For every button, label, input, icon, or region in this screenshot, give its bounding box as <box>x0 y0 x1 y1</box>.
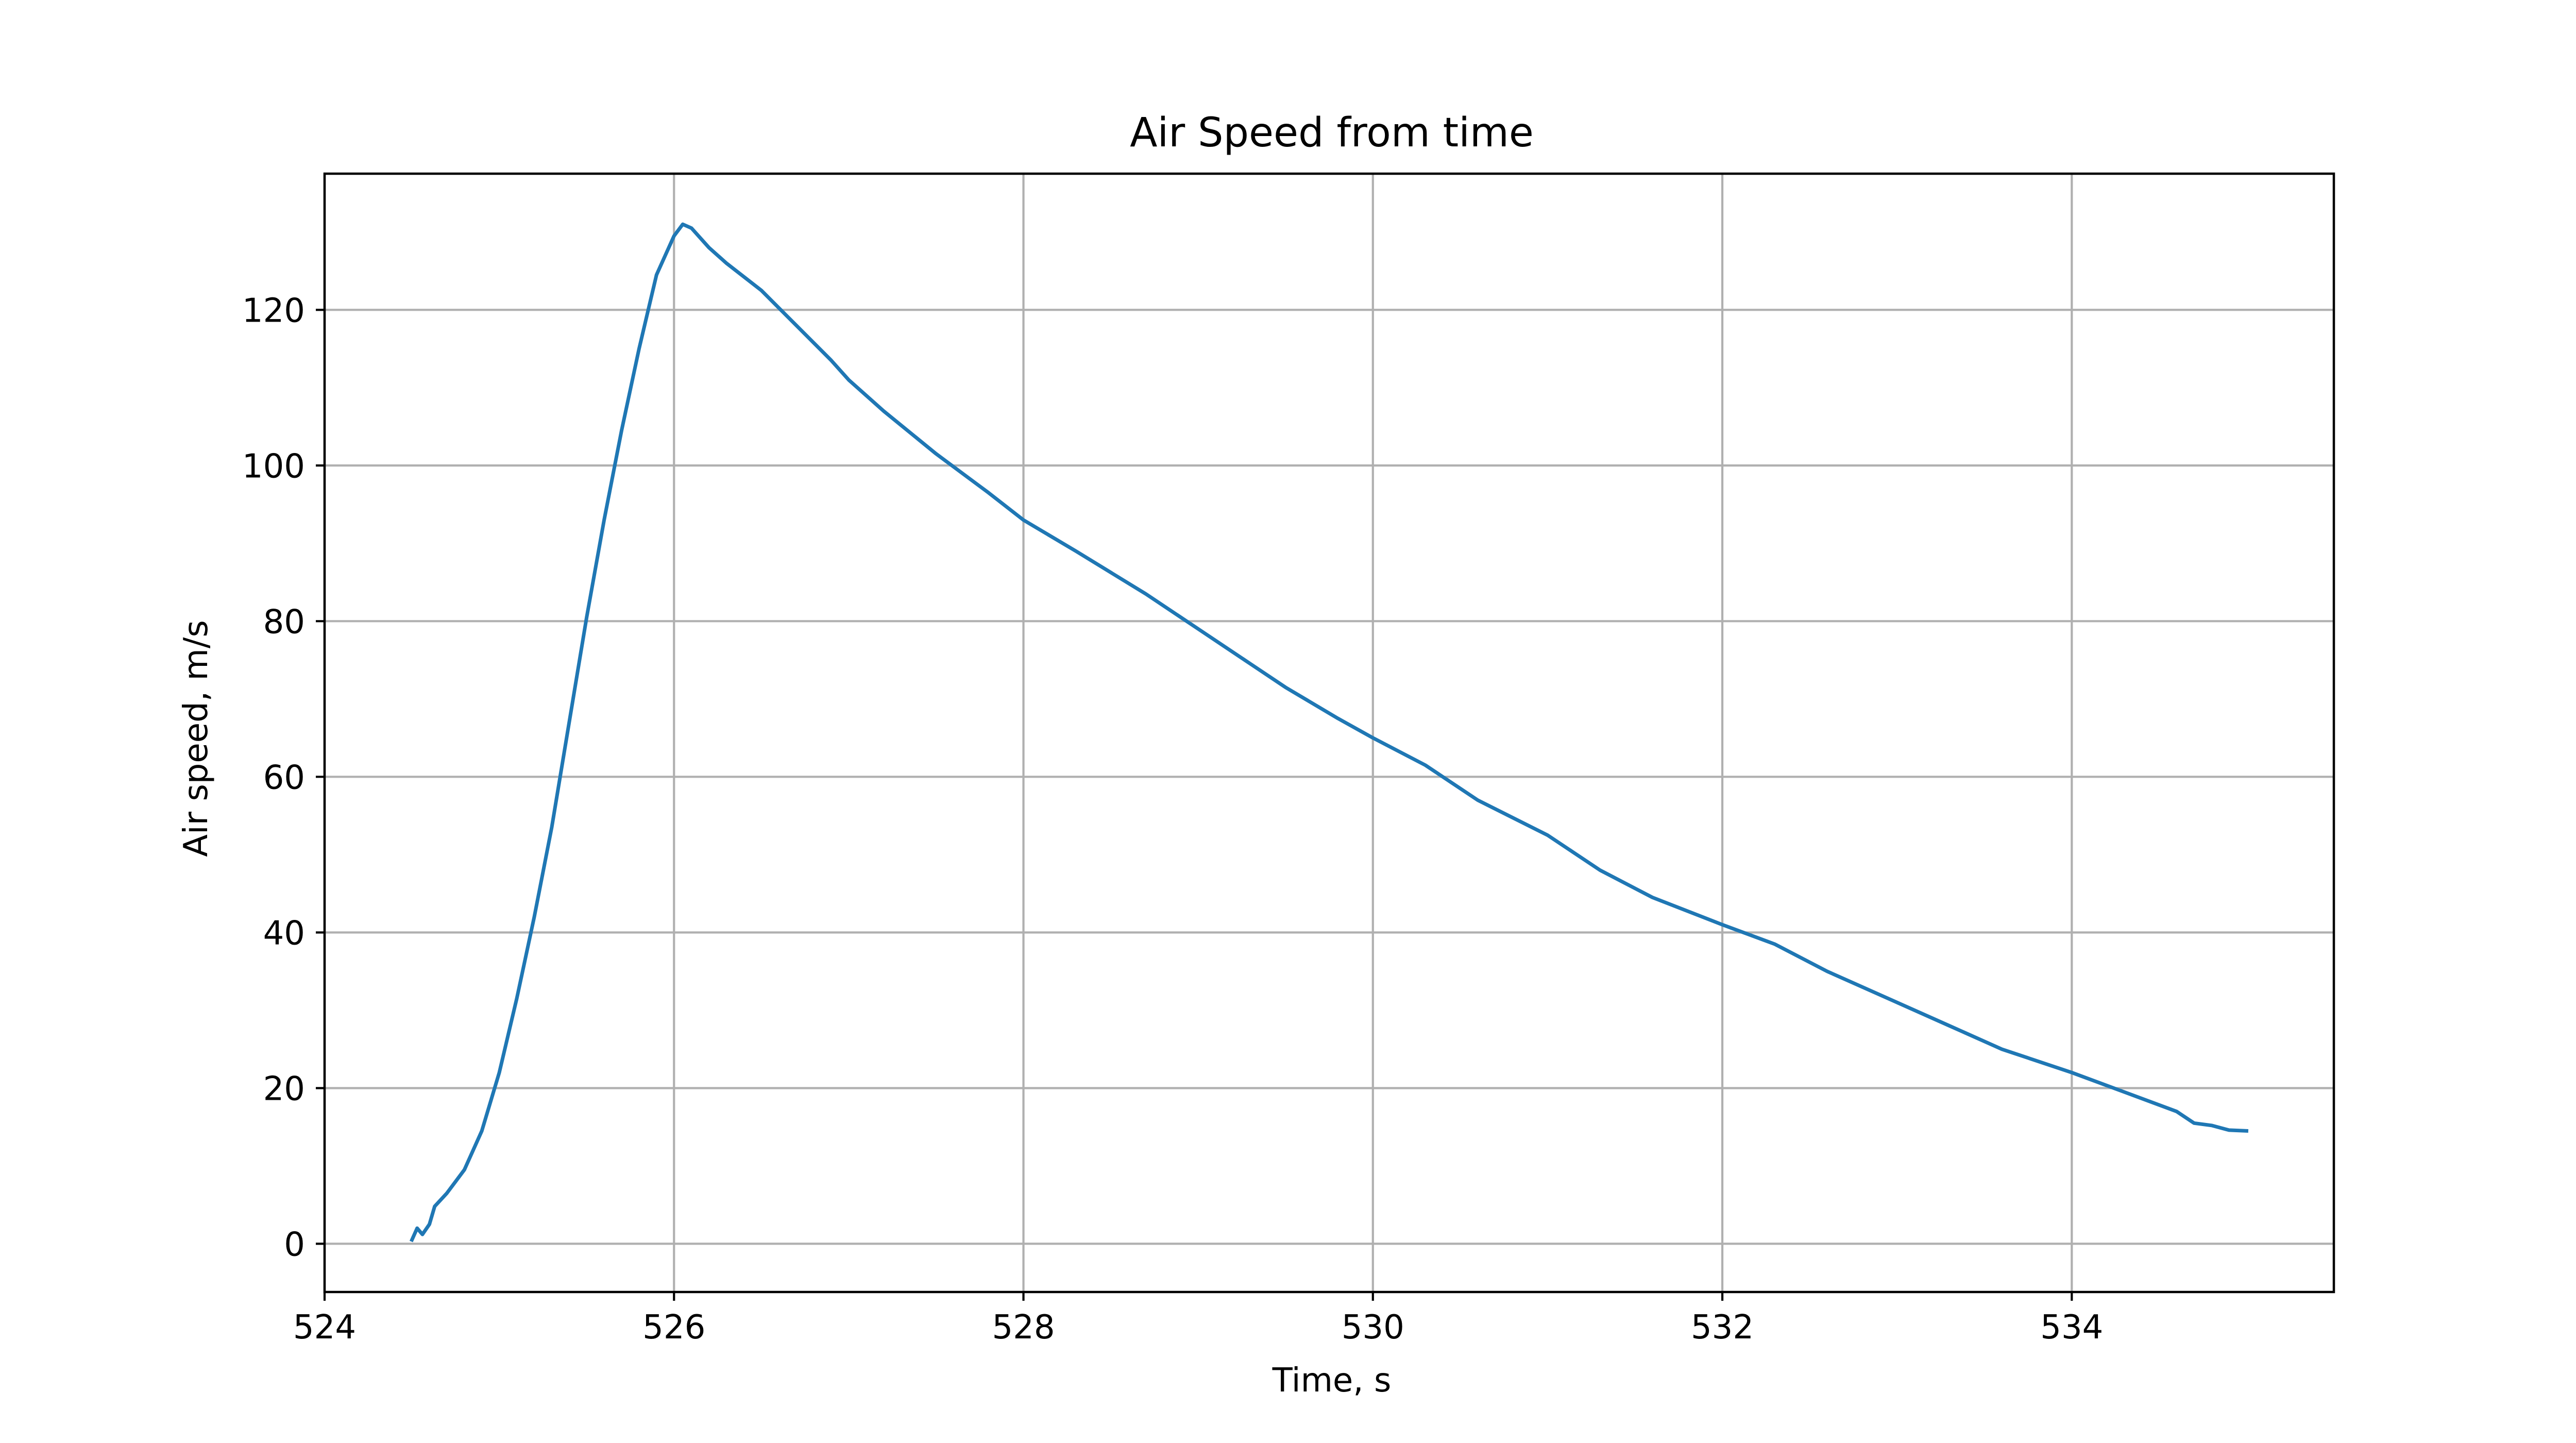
x-tick-label: 532 <box>1691 1308 1754 1347</box>
y-tick-label: 40 <box>263 914 305 952</box>
y-tick-label: 20 <box>263 1070 305 1108</box>
air-speed-series-line <box>409 222 2249 1243</box>
y-tick-label: 0 <box>284 1226 305 1264</box>
x-tick-label: 530 <box>1342 1308 1404 1347</box>
grid-lines <box>323 174 2334 1292</box>
x-tick-label: 526 <box>642 1308 705 1347</box>
y-tick-label: 120 <box>242 292 305 330</box>
x-axis-label: Time, s <box>1272 1362 1392 1400</box>
y-axis-label: Air speed, m/s <box>177 620 215 857</box>
x-tick-label: 534 <box>2040 1308 2103 1347</box>
y-tick-label: 100 <box>242 447 305 485</box>
x-tick-label: 524 <box>293 1308 356 1347</box>
series-layer <box>409 222 2249 1243</box>
y-tick-label: 80 <box>263 603 305 641</box>
x-tick-label: 528 <box>992 1308 1055 1347</box>
chart-title: Air Speed from time <box>1130 110 1534 156</box>
axes-frame <box>323 172 2335 1294</box>
x-axis-ticks: 524 526 528 530 532 534 <box>293 1292 2103 1347</box>
y-tick-label: 60 <box>263 759 305 797</box>
y-axis-ticks: 0 20 40 60 80 100 120 <box>242 292 325 1264</box>
